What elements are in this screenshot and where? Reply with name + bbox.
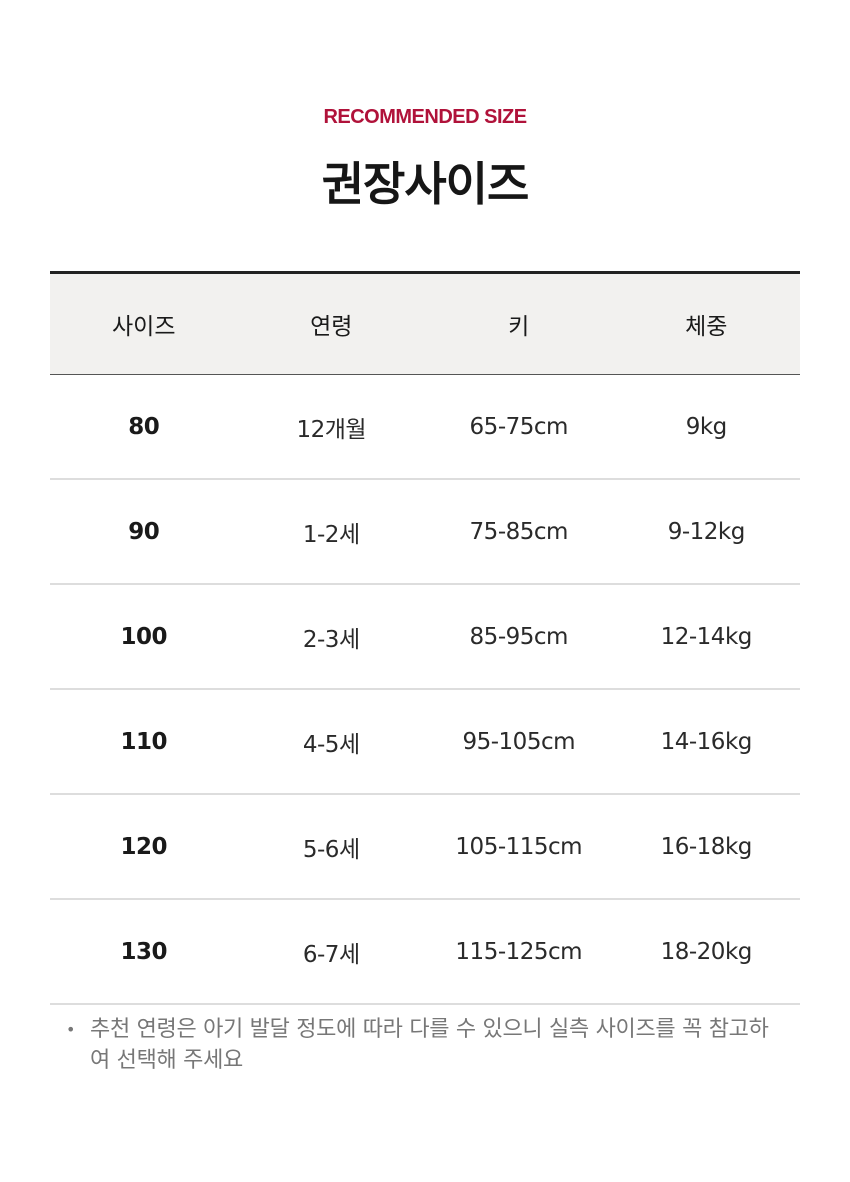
cell-size: 80 (50, 374, 238, 480)
cell-size: 90 (50, 479, 238, 585)
cell-age: 12개월 (237, 374, 425, 480)
cell-size: 100 (50, 584, 238, 690)
cell-height: 105-115cm (425, 794, 613, 900)
cell-height: 85-95cm (425, 584, 613, 690)
cell-weight: 16-18kg (612, 794, 800, 900)
column-header-height: 키 (508, 314, 530, 340)
column-header-weight: 체중 (685, 314, 728, 340)
cell-size: 120 (50, 794, 238, 900)
cell-age: 5-6세 (237, 794, 425, 900)
cell-weight: 9kg (612, 374, 800, 480)
cell-weight: 18-20kg (612, 899, 800, 1005)
page-title: 권장사이즈 (321, 157, 530, 211)
table-header-row: 사이즈 연령 키 체중 (50, 272, 800, 375)
cell-height: 115-125cm (425, 899, 613, 1005)
cell-size: 130 (50, 899, 238, 1005)
size-note: • 추천 연령은 아기 발달 정도에 따라 다를 수 있으니 실측 사이즈를 꼭… (66, 1014, 786, 1076)
table-row: 130 6-7세 115-125cm 18-20kg (50, 899, 800, 1005)
table-row: 120 5-6세 105-115cm 16-18kg (50, 794, 800, 900)
table-row: 100 2-3세 85-95cm 12-14kg (50, 584, 800, 690)
cell-height: 95-105cm (425, 689, 613, 795)
cell-weight: 9-12kg (612, 479, 800, 585)
table-row: 90 1-2세 75-85cm 9-12kg (50, 479, 800, 585)
bullet-icon: • (66, 1020, 76, 1039)
cell-age: 1-2세 (237, 479, 425, 585)
cell-size: 110 (50, 689, 238, 795)
cell-weight: 14-16kg (612, 689, 800, 795)
cell-age: 6-7세 (237, 899, 425, 1005)
table-row: 110 4-5세 95-105cm 14-16kg (50, 689, 800, 795)
cell-height: 65-75cm (425, 374, 613, 480)
cell-age: 4-5세 (237, 689, 425, 795)
cell-age: 2-3세 (237, 584, 425, 690)
section-eyebrow: RECOMMENDED SIZE (323, 106, 527, 128)
column-header-size: 사이즈 (112, 314, 176, 340)
cell-height: 75-85cm (425, 479, 613, 585)
table-row: 80 12개월 65-75cm 9kg (50, 374, 800, 480)
size-table: 사이즈 연령 키 체중 80 12개월 65-75cm 9kg 90 1-2세 75-85c… (50, 271, 800, 1005)
cell-weight: 12-14kg (612, 584, 800, 690)
note-text: 추천 연령은 아기 발달 정도에 따라 다를 수 있으니 실측 사이즈를 꼭 참… (90, 1017, 769, 1073)
column-header-age: 연령 (310, 314, 353, 340)
